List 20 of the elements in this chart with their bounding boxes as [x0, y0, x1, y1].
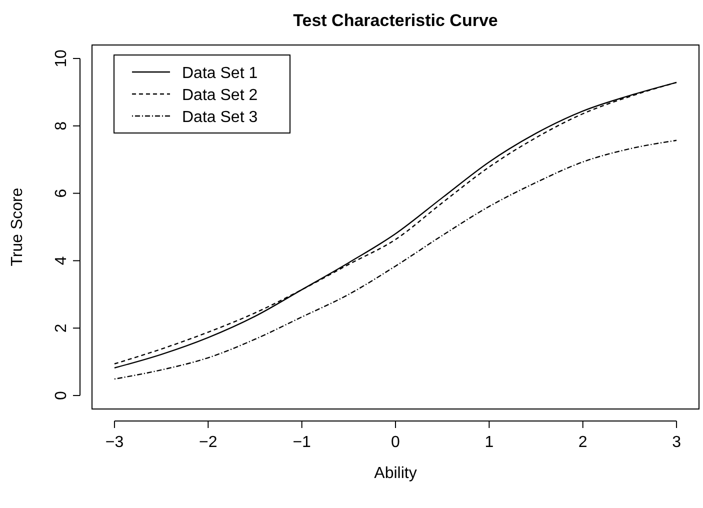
chart-title: Test Characteristic Curve — [293, 11, 498, 30]
y-tick-label: 10 — [53, 49, 70, 68]
line-series — [114, 140, 678, 380]
y-tick-label: 0 — [53, 390, 70, 400]
legend-label: Data Set 1 — [182, 65, 258, 82]
y-tick-label: 6 — [53, 188, 70, 198]
x-tick-label: 2 — [578, 434, 588, 451]
x-tick-label: −2 — [199, 434, 218, 451]
x-tick-label: −1 — [292, 434, 312, 451]
x-axis-title: Ability — [374, 465, 417, 482]
y-tick-label: 4 — [53, 256, 70, 266]
x-tick-label: −3 — [105, 434, 124, 451]
y-axis-title: True Score — [9, 188, 26, 266]
y-tick-label: 8 — [53, 121, 70, 130]
legend-label: Data Set 2 — [182, 87, 258, 104]
x-tick-label: 0 — [391, 434, 400, 451]
y-tick-label: 2 — [53, 324, 70, 333]
x-tick-label: 1 — [484, 434, 494, 451]
x-tick-label: 3 — [672, 434, 682, 451]
legend-label: Data Set 3 — [182, 109, 258, 126]
